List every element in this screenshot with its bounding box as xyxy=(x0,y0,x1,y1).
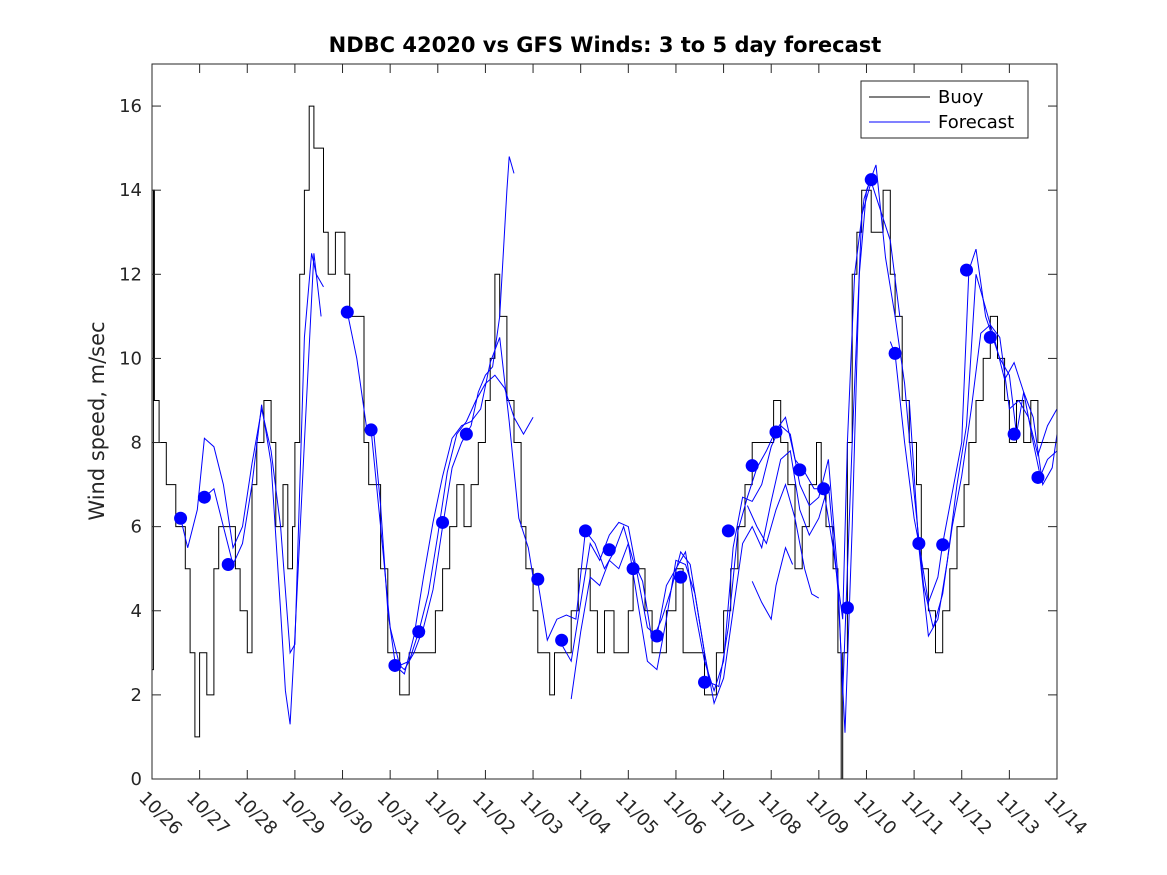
y-tick-label: 0 xyxy=(131,769,142,790)
y-tick-label: 6 xyxy=(131,517,142,538)
forecast-marker xyxy=(817,482,831,496)
forecast-marker xyxy=(864,173,878,187)
x-tick-label: 10/30 xyxy=(325,788,377,840)
x-tick-label: 11/11 xyxy=(897,788,949,840)
forecast-marker xyxy=(531,572,545,586)
forecast-marker xyxy=(983,330,997,344)
forecast-marker xyxy=(388,658,402,672)
x-tick-label: 11/07 xyxy=(706,788,758,840)
forecast-marker xyxy=(459,427,473,441)
x-tick-label: 11/08 xyxy=(754,788,806,840)
marker-layer xyxy=(174,173,1045,689)
forecast-marker xyxy=(793,463,807,477)
y-tick-label: 4 xyxy=(131,601,142,622)
x-tick-label: 11/01 xyxy=(420,788,472,840)
x-tick-label: 11/10 xyxy=(849,788,901,840)
forecast-marker xyxy=(555,633,569,647)
forecast-marker xyxy=(698,675,712,689)
forecast-marker xyxy=(721,524,735,538)
forecast-marker xyxy=(436,515,450,529)
forecast-marker xyxy=(936,538,950,552)
forecast-marker xyxy=(650,629,664,643)
x-tick-label: 10/27 xyxy=(182,788,234,840)
chart-title: NDBC 42020 vs GFS Winds: 3 to 5 day fore… xyxy=(329,33,882,57)
series-line-forecast-9 xyxy=(746,483,820,599)
legend-label-forecast: Forecast xyxy=(938,112,1014,133)
y-tick-label: 8 xyxy=(131,433,142,454)
forecast-marker xyxy=(840,601,854,615)
series-line-forecast-10 xyxy=(751,546,794,621)
forecast-marker xyxy=(745,459,759,473)
x-tick-label: 11/06 xyxy=(658,788,710,840)
y-axis: 0 2 4 6 8 10 12 14 16 xyxy=(119,96,1057,790)
forecast-marker xyxy=(602,543,616,557)
forecast-marker xyxy=(221,558,235,571)
plot-frame xyxy=(151,63,1058,780)
x-tick-label: 11/03 xyxy=(516,788,568,840)
y-tick-label: 2 xyxy=(131,685,142,706)
x-tick-label: 11/05 xyxy=(611,788,663,840)
series-line-forecast-11 xyxy=(889,248,1058,605)
x-tick-label: 10/26 xyxy=(134,788,186,840)
series-line-forecast-5 xyxy=(394,337,534,675)
forecast-marker xyxy=(197,490,211,504)
forecast-marker xyxy=(1031,470,1045,484)
series-line-forecast-8 xyxy=(570,164,1058,733)
series-layer xyxy=(152,105,1058,780)
legend: Buoy Forecast xyxy=(860,80,1029,139)
series-line-forecast-1 xyxy=(180,253,324,655)
forecast-marker xyxy=(364,423,378,437)
x-tick-label: 11/04 xyxy=(563,788,615,840)
forecast-marker xyxy=(578,524,592,538)
x-tick-label: 10/28 xyxy=(230,788,282,840)
forecast-marker xyxy=(960,263,973,277)
plot-area xyxy=(151,63,1058,780)
series-line-forecast-12 xyxy=(908,274,1058,638)
x-tick-label: 11/14 xyxy=(1039,788,1091,840)
y-axis-label: Wind speed, m/sec xyxy=(85,321,109,520)
x-tick-label: 11/09 xyxy=(801,788,853,840)
series-line-forecast-2 xyxy=(204,253,322,725)
x-tick-label: 10/31 xyxy=(373,788,425,840)
forecast-marker xyxy=(888,346,902,360)
x-tick-label: 10/29 xyxy=(277,788,329,840)
legend-box xyxy=(860,80,1029,139)
y-tick-label: 14 xyxy=(119,180,142,201)
y-tick-label: 12 xyxy=(119,264,142,285)
plot-background xyxy=(152,64,1057,779)
legend-label-buoy: Buoy xyxy=(938,87,984,108)
forecast-marker xyxy=(1007,427,1021,441)
forecast-marker xyxy=(340,305,354,319)
y-tick-label: 10 xyxy=(119,348,142,369)
forecast-marker xyxy=(626,562,640,576)
forecast-marker xyxy=(912,536,926,550)
forecast-marker xyxy=(412,625,426,639)
series-line-forecast-3 xyxy=(346,156,515,671)
forecast-marker xyxy=(174,511,188,525)
x-tick-label: 11/13 xyxy=(992,788,1044,840)
forecast-marker xyxy=(769,425,783,439)
x-tick-label: 11/02 xyxy=(468,788,520,840)
y-tick-label: 16 xyxy=(119,96,142,117)
forecast-marker xyxy=(674,570,688,584)
x-tick-label: 11/12 xyxy=(944,788,996,840)
